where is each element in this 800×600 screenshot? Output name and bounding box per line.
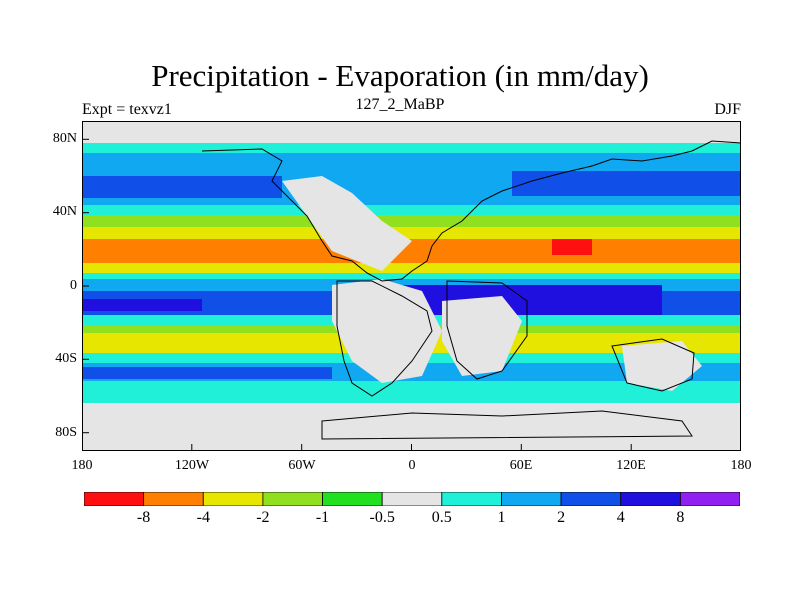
colorbar-level-label: 8 — [676, 509, 685, 526]
australia-dry — [622, 341, 702, 391]
band-subpolar-cyan — [82, 143, 741, 155]
map-svg — [82, 121, 741, 451]
map-title: Precipitation - Evaporation (in mm/day) — [151, 58, 649, 93]
colorbar-swatch — [381, 492, 443, 506]
itcz-core-east — [402, 285, 662, 319]
colorbar-swatch — [441, 492, 502, 506]
map-plot-area — [82, 121, 741, 451]
x-tick-120w: 120W — [174, 458, 210, 473]
colorbar-swatch — [322, 492, 383, 506]
band-nsubtrop-orange — [82, 239, 741, 265]
colorbar-level-label: 2 — [557, 509, 566, 526]
colorbar-swatch — [262, 492, 323, 506]
colorbar-level-label: 4 — [616, 509, 625, 526]
season-label: DJF — [714, 101, 741, 118]
colorbar-level-label: -4 — [196, 509, 210, 526]
colorbar-level-label: 0.5 — [431, 509, 452, 526]
axis-ticks — [82, 138, 741, 451]
atlantic-storm-track — [512, 171, 741, 196]
experiment-label: Expt = texvz1 — [82, 101, 172, 118]
x-tick-60e: 60E — [509, 458, 533, 473]
x-tick-180e: 180 — [730, 458, 752, 473]
local-max-evaporation — [552, 239, 592, 255]
africa-south-dry — [442, 296, 522, 376]
australia-outline — [611, 338, 695, 392]
colorbar-swatch — [501, 492, 562, 506]
colorbar-swatch — [620, 492, 681, 506]
colorbar — [84, 492, 740, 506]
x-tick-60w: 60W — [288, 458, 316, 473]
x-tick-120e: 120E — [616, 458, 646, 473]
colorbar-swatch — [202, 492, 264, 506]
x-tick-0: 0 — [408, 458, 416, 473]
band-subpolar-lightblue — [82, 153, 741, 167]
y-tick-80n: 80N — [52, 131, 77, 146]
band-sstorm-dark — [82, 367, 332, 379]
pacific-storm-track — [82, 176, 282, 198]
coastlines — [201, 140, 741, 440]
x-tick-180w: 180 — [71, 458, 93, 473]
y-tick-80s: 80S — [55, 425, 77, 440]
band-midlat-cyan — [82, 205, 741, 215]
colorbar-swatch — [143, 492, 204, 506]
antarctica-outline — [321, 410, 693, 440]
y-tick-40n: 40N — [52, 204, 77, 219]
colorbar-level-label: -1 — [315, 509, 330, 526]
case-label: 127_2_MaBP — [355, 96, 445, 113]
south-america-outline — [336, 280, 433, 397]
colorbar-level-label: 1 — [497, 509, 506, 526]
colorbar-level-label: -2 — [256, 509, 270, 526]
colorbar-level-label: -0.5 — [369, 509, 395, 526]
northern-coastline — [201, 140, 741, 282]
band-antarctic — [82, 403, 741, 451]
band-sstorm-cyan — [82, 381, 741, 403]
itcz-core-west — [82, 299, 202, 311]
colorbar-level-label: -8 — [136, 509, 151, 526]
band-nsubtrop-green — [82, 215, 741, 229]
band-nsubtrop-yellow-2 — [82, 263, 741, 273]
y-tick-40s: 40S — [55, 351, 77, 366]
colorbar-swatch — [560, 492, 622, 506]
y-tick-0: 0 — [70, 278, 77, 293]
colorbar-swatch — [84, 492, 145, 506]
north-america-dry — [282, 176, 412, 271]
band-itcz-edge — [82, 273, 741, 279]
africa-outline — [446, 280, 528, 380]
colorbar-swatch — [679, 492, 740, 506]
